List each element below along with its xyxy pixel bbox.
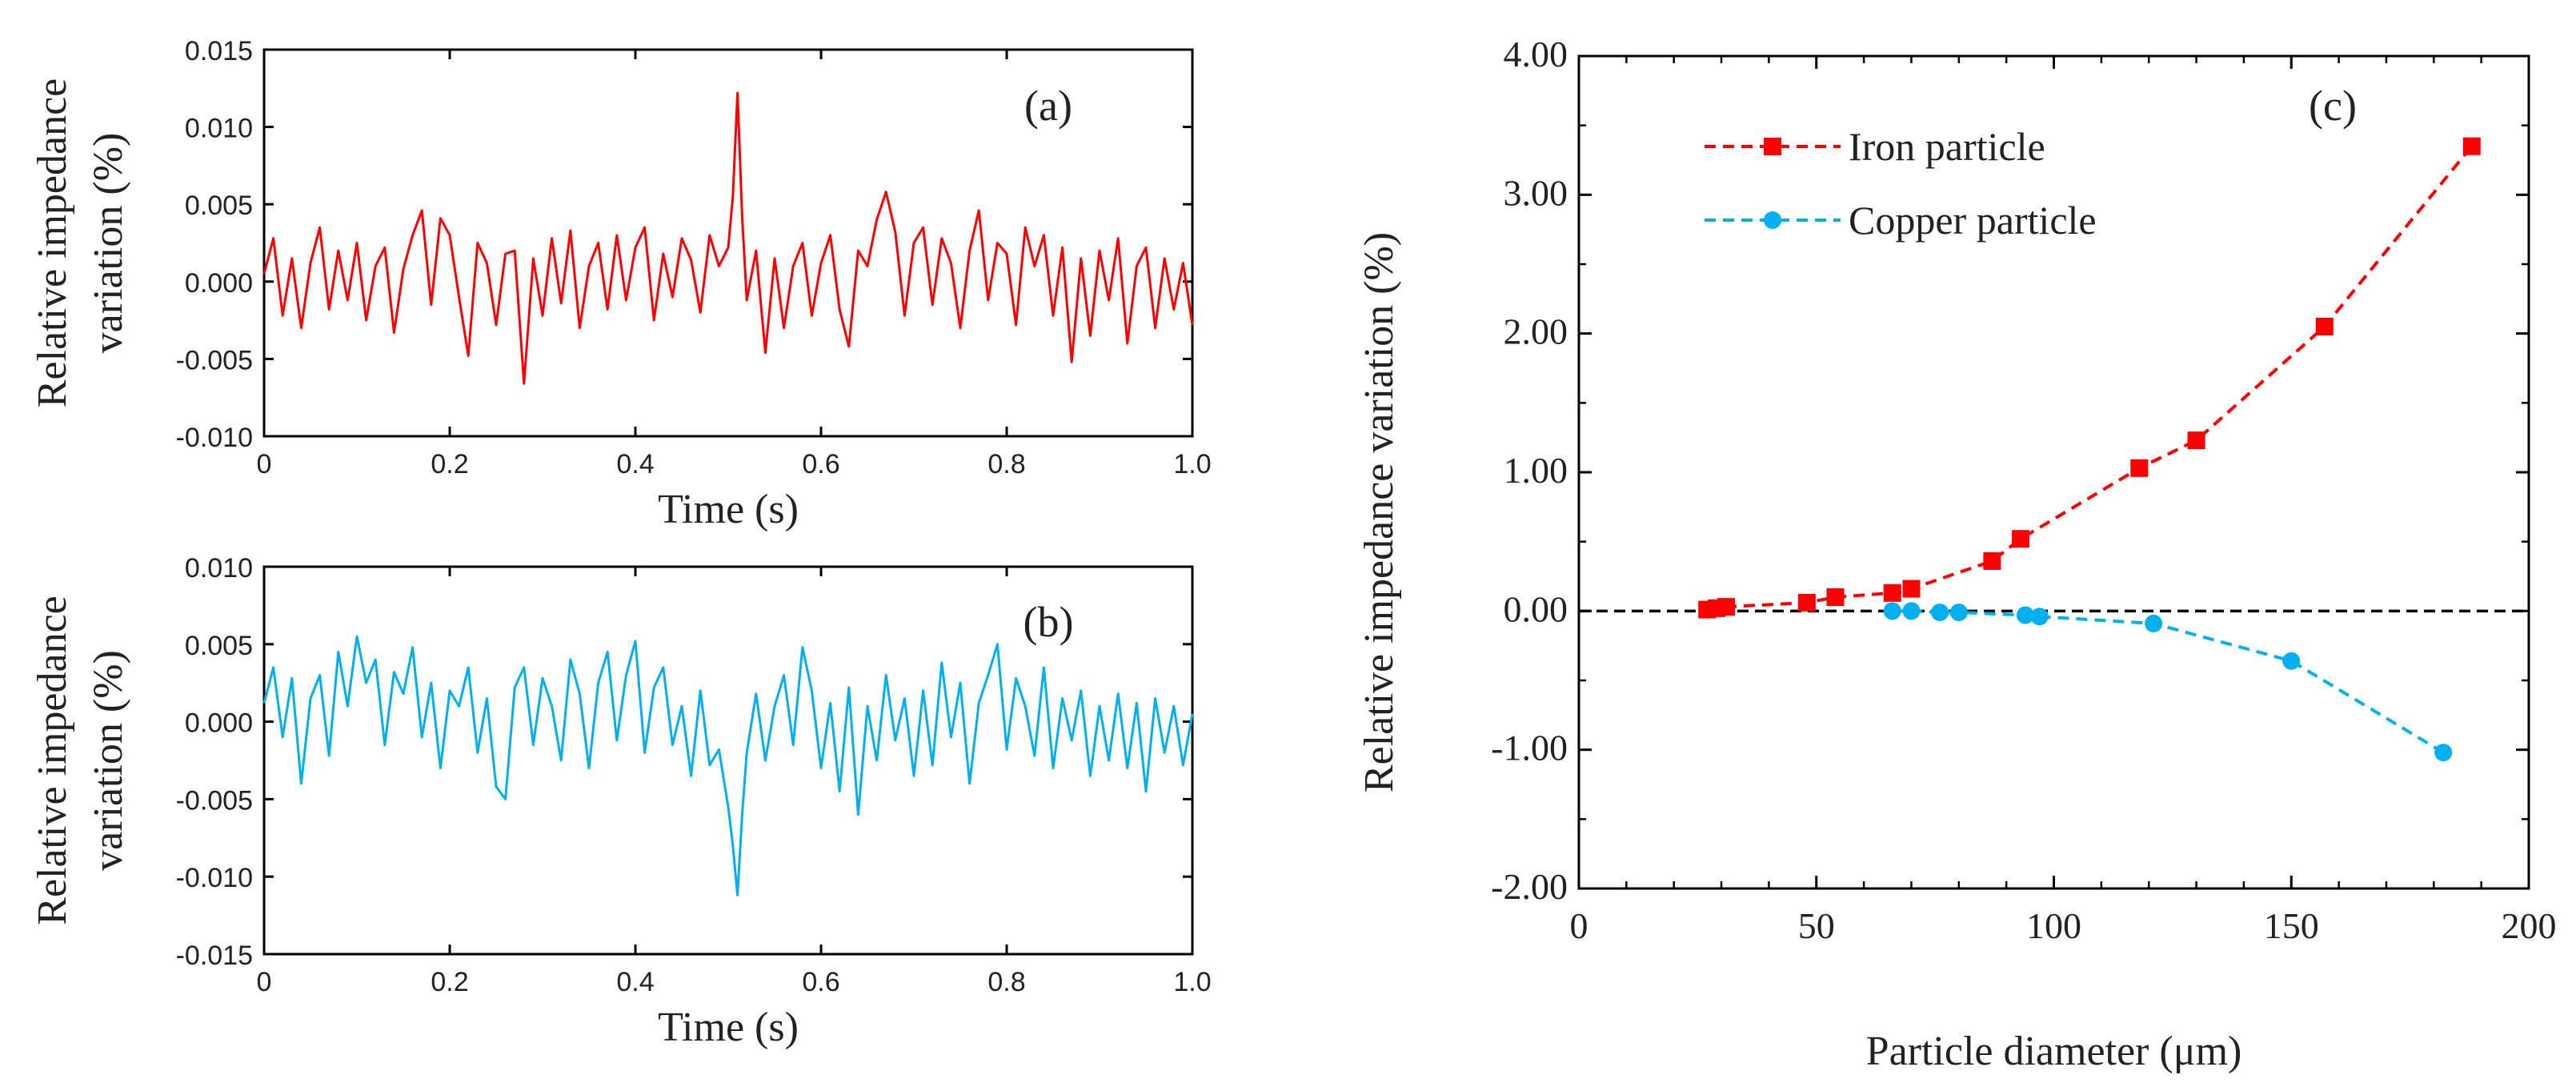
y-tick-label: -0.010 bbox=[176, 863, 253, 893]
y-tick-label: -2.00 bbox=[1491, 866, 1568, 907]
signal-trace-b bbox=[262, 635, 1194, 896]
copper-data-point bbox=[2145, 614, 2163, 632]
y-tick-label: 0.010 bbox=[185, 553, 253, 584]
y-tick-label: -0.015 bbox=[176, 941, 253, 971]
y-tick-label: -0.005 bbox=[176, 345, 253, 375]
y-axis-title-line: variation (%) bbox=[86, 650, 131, 871]
chart-panel-a: 0 0.2 0.4 0.6 0.8 1.0 -0.010 -0.005 0.000 0.005 0.… bbox=[30, 36, 1212, 532]
legend-entry: Copper particle bbox=[1705, 198, 2097, 243]
copper-data-point bbox=[1883, 602, 1901, 620]
x-axis-title: Time (s) bbox=[658, 1005, 799, 1050]
x-tick-label: 0 bbox=[257, 967, 272, 997]
copper-data-point bbox=[1902, 602, 1921, 620]
y-axis-title-line: Relative impedance bbox=[30, 596, 75, 925]
copper-data-point bbox=[1931, 604, 1949, 622]
x-tick-label: 50 bbox=[1798, 905, 1835, 946]
plot-frame bbox=[1577, 54, 2530, 890]
x-tick-label: 0.2 bbox=[431, 967, 468, 997]
x-tick-label: 1.0 bbox=[1173, 967, 1211, 997]
iron-data-point bbox=[2462, 137, 2481, 155]
y-tick-label: 0.00 bbox=[1504, 588, 1568, 629]
copper-data-point bbox=[2016, 606, 2034, 624]
x-axis-title: Particle diameter (μm) bbox=[1866, 1029, 2242, 1074]
panel-label: (a) bbox=[1024, 82, 1072, 130]
y-tick-label: 3.00 bbox=[1504, 172, 1568, 213]
x-tick-label: 0.8 bbox=[988, 449, 1025, 479]
chart-panel-b: 0 0.2 0.4 0.6 0.8 1.0 -0.015 -0.010 -0.005 0.000 0… bbox=[30, 553, 1212, 1050]
plot-frame bbox=[262, 565, 1194, 956]
iron-data-point bbox=[1883, 584, 1901, 602]
y-tick-label: 0.010 bbox=[185, 114, 253, 144]
y-tick-label: 0.000 bbox=[185, 708, 253, 739]
copper-data-point bbox=[2434, 744, 2453, 762]
y-tick-label: 0.000 bbox=[185, 268, 253, 299]
panel-label: (b) bbox=[1024, 598, 1074, 646]
legend-label: Iron particle bbox=[1849, 124, 2045, 169]
y-tick-label: -0.010 bbox=[176, 423, 253, 453]
x-tick-label: 0.4 bbox=[616, 449, 654, 479]
x-tick-label: 200 bbox=[2502, 905, 2557, 946]
iron-data-point bbox=[1797, 593, 1816, 612]
y-tick-label: 2.00 bbox=[1504, 311, 1568, 352]
iron-data-point bbox=[2011, 530, 2029, 548]
x-tick-label: 0.8 bbox=[988, 967, 1025, 997]
copper-data-point bbox=[1949, 604, 1968, 622]
panel-label: (c) bbox=[2309, 82, 2357, 130]
x-tick-label: 0.6 bbox=[802, 449, 839, 479]
y-tick-label: 0.015 bbox=[185, 36, 253, 66]
y-tick-label: 1.00 bbox=[1504, 450, 1568, 491]
x-tick-label: 0 bbox=[1570, 905, 1588, 946]
x-tick-label: 0.2 bbox=[431, 449, 468, 479]
iron-data-point bbox=[2187, 431, 2205, 450]
signal-trace-a bbox=[262, 91, 1194, 385]
plot-frame bbox=[262, 48, 1194, 438]
legend-marker-circle bbox=[1764, 211, 1781, 229]
legend-entry: Iron particle bbox=[1705, 124, 2045, 169]
iron-data-point bbox=[2315, 318, 2334, 335]
y-tick-label: 0.005 bbox=[185, 191, 253, 221]
x-tick-label: 100 bbox=[2026, 905, 2081, 946]
copper-data-point bbox=[2282, 652, 2301, 670]
series-line-copper-particle bbox=[1892, 609, 2445, 754]
y-axis-title-line: Relative impedance bbox=[30, 78, 75, 407]
y-axis-title-line: variation (%) bbox=[86, 133, 131, 354]
chart-panel-c: 0 50 100 150 200 -2.00 -1.00 0.00 1.00 2.00 3.00 4.… bbox=[1356, 34, 2557, 1074]
iron-data-point bbox=[1983, 552, 2001, 570]
y-tick-label: -0.005 bbox=[176, 785, 253, 816]
y-axis-title: Relative impedance variation (%) bbox=[1356, 232, 1402, 792]
iron-data-point bbox=[1902, 580, 1921, 598]
iron-data-point bbox=[1826, 588, 1845, 606]
legend-label: Copper particle bbox=[1849, 198, 2097, 243]
legend-marker-square bbox=[1764, 138, 1781, 155]
iron-data-point bbox=[2130, 459, 2149, 477]
x-tick-label: 0 bbox=[257, 449, 272, 479]
x-tick-label: 0.4 bbox=[616, 967, 654, 997]
y-tick-label: -1.00 bbox=[1491, 728, 1568, 768]
x-tick-label: 0.6 bbox=[802, 967, 839, 997]
x-tick-label: 1.0 bbox=[1173, 449, 1211, 479]
x-axis-title: Time (s) bbox=[658, 487, 799, 532]
iron-data-point bbox=[1717, 598, 1735, 616]
y-tick-label: 0.005 bbox=[185, 631, 253, 661]
copper-data-point bbox=[2030, 608, 2049, 626]
x-tick-label: 150 bbox=[2264, 905, 2319, 946]
y-tick-label: 4.00 bbox=[1504, 34, 1568, 74]
